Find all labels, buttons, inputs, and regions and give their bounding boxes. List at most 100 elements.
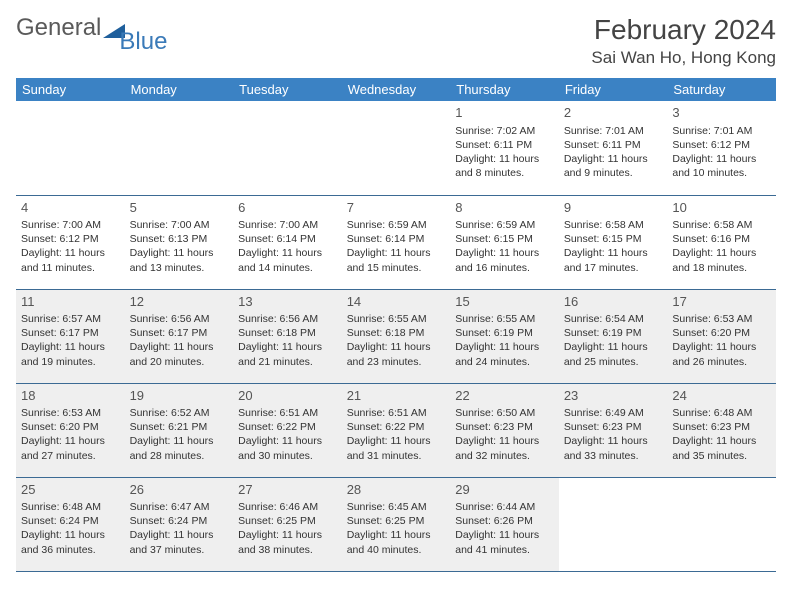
day-number: 22 [455,387,554,405]
sunrise-line: Sunrise: 7:00 AM [130,218,229,232]
day-number: 19 [130,387,229,405]
sunset-line: Sunset: 6:18 PM [347,326,446,340]
daylight-line: Daylight: 11 hours and 13 minutes. [130,246,229,274]
weekday-header: Thursday [450,78,559,101]
day-number: 12 [130,293,229,311]
calendar-row: 11Sunrise: 6:57 AMSunset: 6:17 PMDayligh… [16,289,776,383]
calendar-cell: 23Sunrise: 6:49 AMSunset: 6:23 PMDayligh… [559,383,668,477]
daylight-line: Daylight: 11 hours and 40 minutes. [347,528,446,556]
daylight-line: Daylight: 11 hours and 41 minutes. [455,528,554,556]
daylight-line: Daylight: 11 hours and 16 minutes. [455,246,554,274]
sunset-line: Sunset: 6:15 PM [564,232,663,246]
sunrise-line: Sunrise: 6:59 AM [347,218,446,232]
calendar-cell: 8Sunrise: 6:59 AMSunset: 6:15 PMDaylight… [450,195,559,289]
sunset-line: Sunset: 6:26 PM [455,514,554,528]
calendar-row: 1Sunrise: 7:02 AMSunset: 6:11 PMDaylight… [16,101,776,195]
day-number: 25 [21,481,120,499]
weekday-header: Friday [559,78,668,101]
sunset-line: Sunset: 6:25 PM [347,514,446,528]
day-number: 26 [130,481,229,499]
daylight-line: Daylight: 11 hours and 15 minutes. [347,246,446,274]
weekday-header: Saturday [667,78,776,101]
calendar-cell: 25Sunrise: 6:48 AMSunset: 6:24 PMDayligh… [16,477,125,571]
calendar-cell: 5Sunrise: 7:00 AMSunset: 6:13 PMDaylight… [125,195,234,289]
sunset-line: Sunset: 6:20 PM [21,420,120,434]
sunset-line: Sunset: 6:22 PM [238,420,337,434]
sunset-line: Sunset: 6:19 PM [455,326,554,340]
calendar-table: SundayMondayTuesdayWednesdayThursdayFrid… [16,78,776,572]
day-number: 2 [564,104,663,122]
calendar-cell: 12Sunrise: 6:56 AMSunset: 6:17 PMDayligh… [125,289,234,383]
sunset-line: Sunset: 6:14 PM [347,232,446,246]
sunset-line: Sunset: 6:15 PM [455,232,554,246]
sunset-line: Sunset: 6:17 PM [130,326,229,340]
day-number: 9 [564,199,663,217]
day-number: 15 [455,293,554,311]
day-number: 16 [564,293,663,311]
sunset-line: Sunset: 6:13 PM [130,232,229,246]
header: General Blue February 2024 Sai Wan Ho, H… [16,14,776,68]
sunrise-line: Sunrise: 6:51 AM [238,406,337,420]
calendar-cell: 11Sunrise: 6:57 AMSunset: 6:17 PMDayligh… [16,289,125,383]
sunrise-line: Sunrise: 6:50 AM [455,406,554,420]
daylight-line: Daylight: 11 hours and 9 minutes. [564,152,663,180]
calendar-cell-empty [342,101,451,195]
calendar-cell-empty [233,101,342,195]
daylight-line: Daylight: 11 hours and 11 minutes. [21,246,120,274]
sunset-line: Sunset: 6:12 PM [21,232,120,246]
sunrise-line: Sunrise: 7:01 AM [564,124,663,138]
sunset-line: Sunset: 6:20 PM [672,326,771,340]
day-number: 8 [455,199,554,217]
daylight-line: Daylight: 11 hours and 30 minutes. [238,434,337,462]
daylight-line: Daylight: 11 hours and 24 minutes. [455,340,554,368]
calendar-cell: 24Sunrise: 6:48 AMSunset: 6:23 PMDayligh… [667,383,776,477]
sunset-line: Sunset: 6:11 PM [564,138,663,152]
sunrise-line: Sunrise: 6:47 AM [130,500,229,514]
calendar-cell: 10Sunrise: 6:58 AMSunset: 6:16 PMDayligh… [667,195,776,289]
sunrise-line: Sunrise: 6:52 AM [130,406,229,420]
day-number: 24 [672,387,771,405]
sunset-line: Sunset: 6:23 PM [455,420,554,434]
sunrise-line: Sunrise: 6:53 AM [21,406,120,420]
calendar-cell: 3Sunrise: 7:01 AMSunset: 6:12 PMDaylight… [667,101,776,195]
day-number: 6 [238,199,337,217]
day-number: 10 [672,199,771,217]
day-number: 3 [672,104,771,122]
calendar-cell: 19Sunrise: 6:52 AMSunset: 6:21 PMDayligh… [125,383,234,477]
calendar-cell: 22Sunrise: 6:50 AMSunset: 6:23 PMDayligh… [450,383,559,477]
calendar-row: 25Sunrise: 6:48 AMSunset: 6:24 PMDayligh… [16,477,776,571]
calendar-cell: 7Sunrise: 6:59 AMSunset: 6:14 PMDaylight… [342,195,451,289]
day-number: 13 [238,293,337,311]
calendar-cell: 18Sunrise: 6:53 AMSunset: 6:20 PMDayligh… [16,383,125,477]
calendar-cell: 16Sunrise: 6:54 AMSunset: 6:19 PMDayligh… [559,289,668,383]
sunrise-line: Sunrise: 6:57 AM [21,312,120,326]
sunrise-line: Sunrise: 6:49 AM [564,406,663,420]
calendar-body: 1Sunrise: 7:02 AMSunset: 6:11 PMDaylight… [16,101,776,571]
daylight-line: Daylight: 11 hours and 10 minutes. [672,152,771,180]
sunset-line: Sunset: 6:25 PM [238,514,337,528]
day-number: 17 [672,293,771,311]
calendar-cell-empty [16,101,125,195]
sunrise-line: Sunrise: 6:53 AM [672,312,771,326]
sunrise-line: Sunrise: 6:45 AM [347,500,446,514]
weekday-header: Sunday [16,78,125,101]
weekday-header: Monday [125,78,234,101]
calendar-cell: 17Sunrise: 6:53 AMSunset: 6:20 PMDayligh… [667,289,776,383]
logo-text-2: Blue [119,28,167,56]
calendar-cell: 27Sunrise: 6:46 AMSunset: 6:25 PMDayligh… [233,477,342,571]
day-number: 29 [455,481,554,499]
location: Sai Wan Ho, Hong Kong [591,48,776,68]
day-number: 5 [130,199,229,217]
sunrise-line: Sunrise: 6:55 AM [347,312,446,326]
daylight-line: Daylight: 11 hours and 17 minutes. [564,246,663,274]
sunrise-line: Sunrise: 7:00 AM [21,218,120,232]
calendar-row: 18Sunrise: 6:53 AMSunset: 6:20 PMDayligh… [16,383,776,477]
daylight-line: Daylight: 11 hours and 37 minutes. [130,528,229,556]
sunset-line: Sunset: 6:24 PM [130,514,229,528]
sunrise-line: Sunrise: 6:56 AM [130,312,229,326]
calendar-cell: 29Sunrise: 6:44 AMSunset: 6:26 PMDayligh… [450,477,559,571]
day-number: 27 [238,481,337,499]
sunset-line: Sunset: 6:21 PM [130,420,229,434]
sunset-line: Sunset: 6:17 PM [21,326,120,340]
weekday-header: Wednesday [342,78,451,101]
